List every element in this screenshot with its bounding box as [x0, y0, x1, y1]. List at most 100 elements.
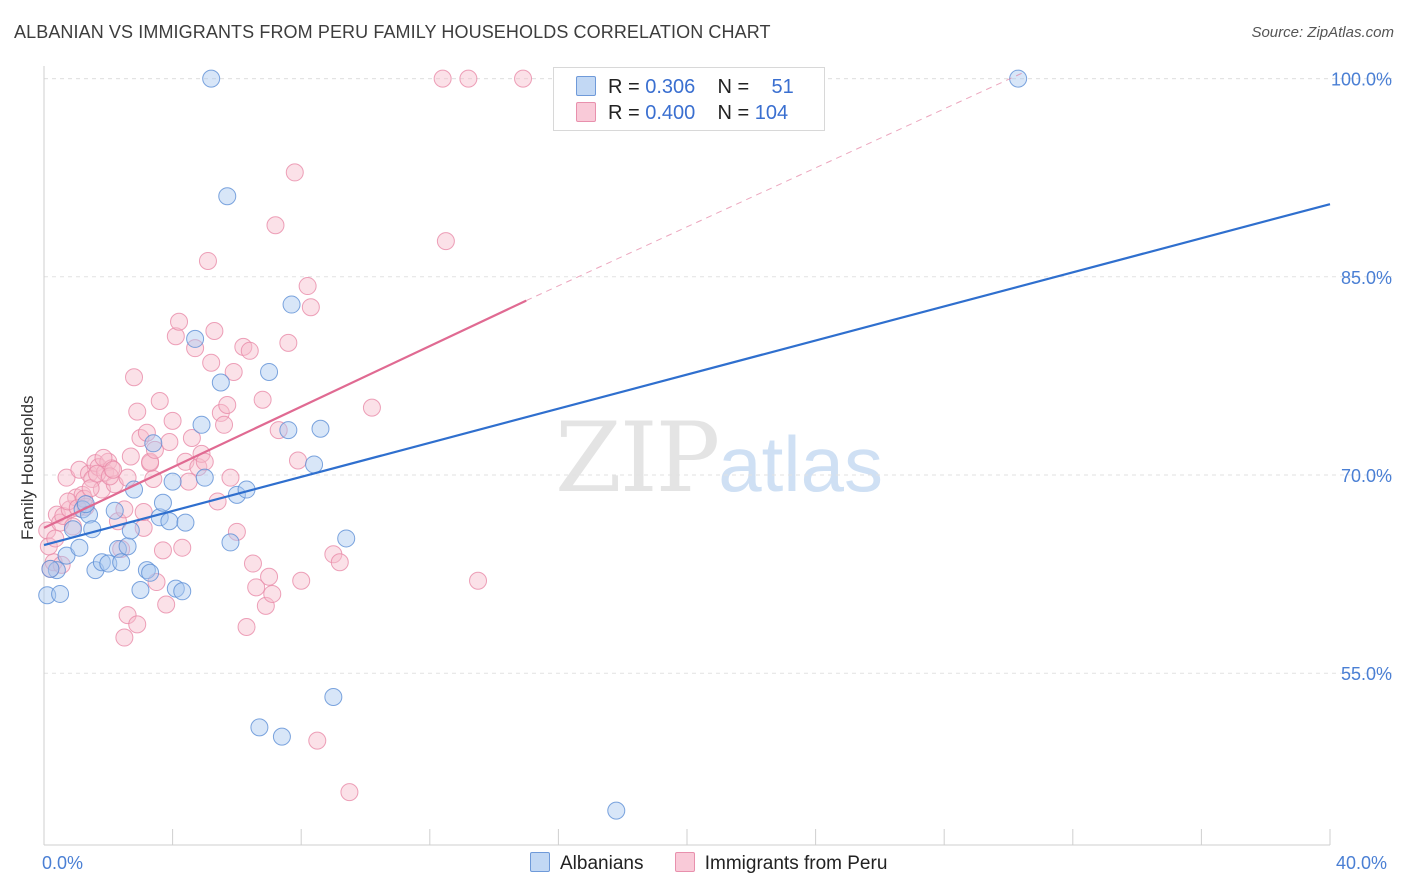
peru-point — [70, 460, 89, 479]
legend-item-albanians: Albanians — [530, 852, 643, 875]
peru-point — [179, 472, 198, 491]
peru-legend-swatch — [674, 852, 695, 872]
albanian-point — [163, 472, 182, 491]
peru-point — [118, 468, 137, 487]
peru-point — [253, 390, 272, 409]
albanian-point — [218, 187, 237, 206]
peru-point — [170, 312, 189, 331]
peru-points — [38, 69, 533, 802]
peru-trend-extension — [526, 71, 1025, 302]
peru-point — [147, 573, 166, 592]
legend-item-peru: Immigrants from Peru — [674, 852, 888, 875]
peru-point — [514, 69, 533, 88]
peru-point — [128, 402, 147, 421]
peru-point — [469, 571, 488, 590]
peru-point — [157, 595, 176, 614]
legend-label-peru: Immigrants from Peru — [704, 853, 888, 874]
peru-point — [125, 368, 144, 387]
peru-point — [137, 423, 156, 442]
albanian-point — [272, 727, 291, 746]
y-tick-label: 85.0% — [1341, 268, 1392, 288]
y-tick-label: 55.0% — [1341, 664, 1392, 684]
watermark: ZIPatlas — [555, 402, 883, 514]
albanian-point — [105, 501, 124, 520]
albanian-point — [305, 455, 324, 474]
albanian-point — [131, 580, 150, 599]
peru-point — [134, 503, 153, 522]
peru-point — [153, 541, 172, 560]
albanians-legend-swatch — [530, 852, 550, 872]
albanian-point — [137, 561, 156, 580]
peru-point — [224, 362, 243, 381]
albanian-point — [202, 69, 221, 88]
peru-point — [141, 452, 160, 471]
albanian-point — [99, 554, 118, 573]
legend-peru-r-label: R = — [608, 102, 640, 124]
peru-point — [104, 460, 123, 479]
albanian-point — [83, 520, 102, 539]
albanian-point — [141, 563, 160, 582]
peru-point — [243, 554, 262, 573]
albanian-point — [92, 553, 111, 572]
axes — [43, 66, 1331, 846]
albanian-point — [160, 512, 179, 531]
peru-point — [266, 216, 285, 235]
legend-albanians-n-value: 51 — [771, 76, 794, 98]
legend-albanians-r-label: R = — [608, 76, 640, 98]
peru-point — [163, 411, 182, 430]
peru-point — [121, 447, 140, 466]
peru-point — [198, 251, 217, 270]
albanian-point — [112, 553, 131, 572]
albanian-point — [47, 561, 66, 580]
peru-point — [256, 596, 275, 615]
peru-point — [247, 578, 266, 597]
y-tick-label: 70.0% — [1341, 466, 1392, 486]
peru-swatch — [576, 102, 596, 122]
peru-point — [215, 415, 234, 434]
albanian-point — [118, 537, 137, 556]
peru-point — [150, 392, 169, 411]
peru-point — [260, 567, 279, 586]
peru-point — [221, 468, 240, 487]
stats-legend: R = 0.306 N = 51 R = 0.400 N = 104 — [553, 67, 825, 131]
peru-point — [459, 69, 478, 88]
peru-point — [173, 538, 192, 557]
legend-row-albanians: R = 0.306 N = 51 — [576, 76, 794, 100]
albanian-point — [173, 582, 192, 601]
peru-point — [340, 783, 359, 802]
albanians-swatch — [576, 76, 596, 96]
grid — [44, 78, 1392, 674]
peru-point — [269, 421, 288, 440]
watermark-atlas: atlas — [718, 420, 883, 508]
y-tick-labels: 55.0% 70.0% 85.0% 100.0% — [1331, 70, 1392, 685]
peru-point — [128, 615, 147, 634]
peru-point — [94, 448, 113, 467]
albanian-point — [221, 533, 240, 552]
albanian-point — [250, 718, 269, 737]
albanian-point — [51, 584, 70, 603]
legend-albanians-r-value: 0.306 — [645, 76, 696, 98]
albanian-trend-line — [43, 203, 1331, 547]
peru-point — [362, 398, 381, 417]
peru-point — [145, 440, 164, 459]
peru-point — [308, 731, 327, 750]
peru-point — [57, 468, 76, 487]
peru-point — [166, 327, 185, 346]
albanian-point — [337, 529, 356, 548]
peru-point — [298, 277, 317, 296]
albanian-point — [195, 468, 214, 487]
albanian-point — [260, 362, 279, 381]
legend-peru-n-value: 104 — [754, 102, 789, 124]
peru-point — [118, 606, 137, 625]
legend-row-peru: R = 0.400 N = 104 — [576, 102, 788, 126]
peru-point — [227, 522, 246, 541]
peru-point — [115, 628, 134, 647]
peru-point — [285, 163, 304, 182]
peru-point — [263, 584, 282, 603]
peru-point — [433, 69, 452, 88]
albanian-point — [211, 373, 230, 392]
peru-point — [436, 232, 455, 251]
series-legend: Albanians Immigrants from Peru — [530, 852, 913, 875]
peru-point — [237, 617, 256, 636]
